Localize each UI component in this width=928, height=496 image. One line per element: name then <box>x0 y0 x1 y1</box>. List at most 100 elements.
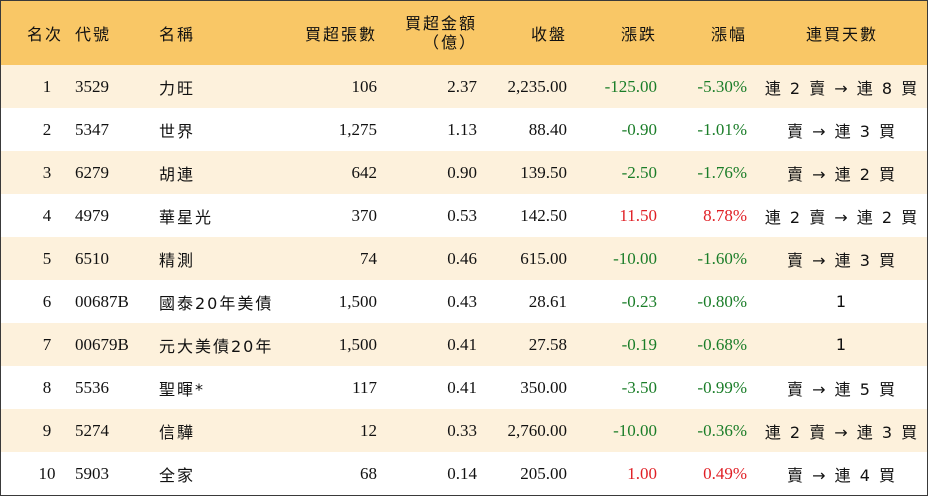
code-cell: 5274 <box>75 420 109 440</box>
name-cell: 精測 <box>159 250 196 270</box>
change-pct-cell: -0.99% <box>697 377 747 397</box>
name-cell: 華星光 <box>159 207 214 227</box>
header-name: 名稱 <box>159 25 196 44</box>
change-cell: 11.50 <box>619 205 657 225</box>
consecutive-cell: 賣 → 連 3 買 <box>787 121 897 141</box>
name-cell: 世界 <box>159 121 196 141</box>
consecutive-cell: 1 <box>835 292 849 311</box>
header-change: 漲跌 <box>620 25 657 44</box>
amount-cell: 0.90 <box>447 162 477 182</box>
code-cell: 00679B <box>75 334 129 354</box>
change-pct-cell: -0.36% <box>697 420 747 440</box>
table-row: 10 5903 全家 68 0.14 205.00 1.00 0.49% 賣 → 連 4 買 <box>1 452 927 495</box>
consecutive-cell: 賣 → 連 5 買 <box>787 379 897 399</box>
code-cell: 3529 <box>75 76 109 96</box>
header-code: 代號 <box>75 25 112 44</box>
change-cell: -0.23 <box>621 291 657 311</box>
change-pct-cell: 0.49% <box>703 463 747 483</box>
rank-cell: 9 <box>42 420 52 440</box>
header-close: 收盤 <box>530 25 567 44</box>
change-pct-cell: -0.68% <box>697 334 747 354</box>
consecutive-cell: 1 <box>835 335 849 354</box>
change-cell: 1.00 <box>627 463 657 483</box>
close-cell: 350.00 <box>520 377 567 397</box>
amount-cell: 0.41 <box>447 377 477 397</box>
rank-cell: 7 <box>42 334 52 354</box>
consecutive-cell: 連 2 賣 → 連 2 買 <box>764 207 920 227</box>
volume-cell: 1,500 <box>338 334 377 354</box>
rank-cell: 4 <box>42 205 52 225</box>
name-cell: 元大美債20年 <box>159 336 274 356</box>
consecutive-cell: 賣 → 連 4 買 <box>787 465 897 485</box>
rank-cell: 2 <box>42 119 52 139</box>
name-cell: 胡連 <box>159 164 196 184</box>
name-cell: 力旺 <box>159 78 196 98</box>
change-cell: -125.00 <box>604 76 657 96</box>
consecutive-cell: 賣 → 連 3 買 <box>787 250 897 270</box>
close-cell: 2,235.00 <box>507 76 568 96</box>
change-cell: -2.50 <box>621 162 657 182</box>
rank-cell: 1 <box>42 76 52 96</box>
amount-cell: 0.43 <box>447 291 477 311</box>
table-row: 8 5536 聖暉* 117 0.41 350.00 -3.50 -0.99% 賣 → 連 5 … <box>1 366 927 409</box>
volume-cell: 106 <box>351 76 378 96</box>
amount-cell: 0.14 <box>447 463 477 483</box>
rank-cell: 6 <box>42 291 52 311</box>
name-cell: 信驊 <box>159 422 196 442</box>
amount-cell: 0.33 <box>447 420 477 440</box>
volume-cell: 1,500 <box>338 291 377 311</box>
change-pct-cell: 8.78% <box>703 205 747 225</box>
code-cell: 5536 <box>75 377 109 397</box>
table-row: 7 00679B 元大美債20年 1,500 0.41 27.58 -0.19 -0.68% 1 <box>1 323 927 366</box>
table-row: 1 3529 力旺 106 2.37 2,235.00 -125.00 -5.30% 連 2 賣… <box>1 65 927 108</box>
rank-cell: 8 <box>42 377 52 397</box>
volume-cell: 642 <box>351 162 378 182</box>
table-row: 9 5274 信驊 12 0.33 2,760.00 -10.00 -0.36% 連 2 賣 →… <box>1 409 927 452</box>
amount-cell: 0.41 <box>447 334 477 354</box>
volume-cell: 370 <box>351 205 378 225</box>
table-row: 4 4979 華星光 370 0.53 142.50 11.50 8.78% 連 2 賣 → 連… <box>1 194 927 237</box>
change-pct-cell: -1.60% <box>697 248 747 268</box>
name-cell: 聖暉* <box>159 379 206 399</box>
amount-cell: 0.53 <box>447 205 477 225</box>
change-pct-cell: -5.30% <box>697 76 747 96</box>
amount-cell: 2.37 <box>447 76 477 96</box>
header-amount-line1: 買超金額 <box>404 14 477 33</box>
consecutive-cell: 連 2 賣 → 連 3 買 <box>764 422 920 442</box>
volume-cell: 117 <box>352 377 377 397</box>
close-cell: 2,760.00 <box>507 420 568 440</box>
consecutive-cell: 賣 → 連 2 買 <box>787 164 897 184</box>
volume-cell: 12 <box>360 420 377 440</box>
code-cell: 5903 <box>75 463 109 483</box>
code-cell: 00687B <box>75 291 129 311</box>
rank-cell: 10 <box>38 463 56 483</box>
close-cell: 205.00 <box>520 463 567 483</box>
code-cell: 6510 <box>75 248 109 268</box>
change-pct-cell: -1.01% <box>697 119 747 139</box>
change-cell: -0.19 <box>621 334 657 354</box>
change-cell: -10.00 <box>613 248 657 268</box>
name-cell: 國泰20年美債 <box>159 293 274 313</box>
change-cell: -10.00 <box>613 420 657 440</box>
change-cell: -3.50 <box>621 377 657 397</box>
close-cell: 142.50 <box>520 205 567 225</box>
close-cell: 28.61 <box>528 291 567 311</box>
rank-cell: 3 <box>42 162 52 182</box>
change-cell: -0.90 <box>621 119 657 139</box>
code-cell: 6279 <box>75 162 109 182</box>
code-cell: 5347 <box>75 119 109 139</box>
volume-cell: 74 <box>360 248 377 268</box>
header-consecutive: 連買天數 <box>805 25 878 44</box>
header-change-pct: 漲幅 <box>710 25 747 44</box>
name-cell: 全家 <box>159 465 196 485</box>
volume-cell: 68 <box>360 463 377 483</box>
table-header: 名次 代號 名稱 買超張數 買超金額 （億） 收盤 漲跌 漲幅 連買天數 <box>1 1 927 65</box>
amount-cell: 0.46 <box>447 248 477 268</box>
header-amount: 買超金額 （億） <box>391 1 477 65</box>
change-pct-cell: -1.76% <box>697 162 747 182</box>
change-pct-cell: -0.80% <box>697 291 747 311</box>
volume-cell: 1,275 <box>338 119 377 139</box>
consecutive-cell: 連 2 賣 → 連 8 買 <box>764 78 920 98</box>
close-cell: 139.50 <box>520 162 567 182</box>
